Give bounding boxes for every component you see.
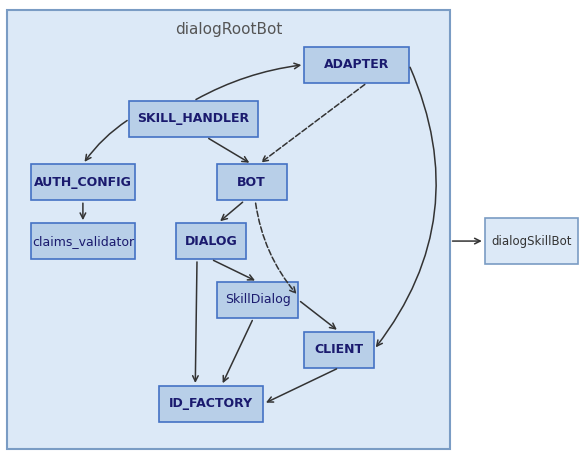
FancyBboxPatch shape [159,386,263,422]
FancyBboxPatch shape [304,332,374,368]
Text: ADAPTER: ADAPTER [324,58,389,71]
FancyBboxPatch shape [217,164,287,200]
FancyBboxPatch shape [30,223,135,259]
Text: SKILL_HANDLER: SKILL_HANDLER [137,112,250,126]
FancyBboxPatch shape [217,282,298,318]
FancyBboxPatch shape [7,10,450,449]
FancyBboxPatch shape [129,101,257,137]
Text: BOT: BOT [238,176,266,189]
Text: ID_FACTORY: ID_FACTORY [169,397,253,410]
Text: dialogSkillBot: dialogSkillBot [491,235,572,248]
Text: CLIENT: CLIENT [315,343,364,356]
Text: AUTH_CONFIG: AUTH_CONFIG [34,176,132,189]
Text: DIALOG: DIALOG [185,235,238,248]
FancyBboxPatch shape [30,164,135,200]
FancyBboxPatch shape [484,218,578,264]
Text: claims_validator: claims_validator [32,235,134,248]
Text: dialogRootBot: dialogRootBot [175,22,282,37]
Text: SkillDialog: SkillDialog [225,293,290,306]
FancyBboxPatch shape [176,223,246,259]
FancyBboxPatch shape [304,46,409,83]
